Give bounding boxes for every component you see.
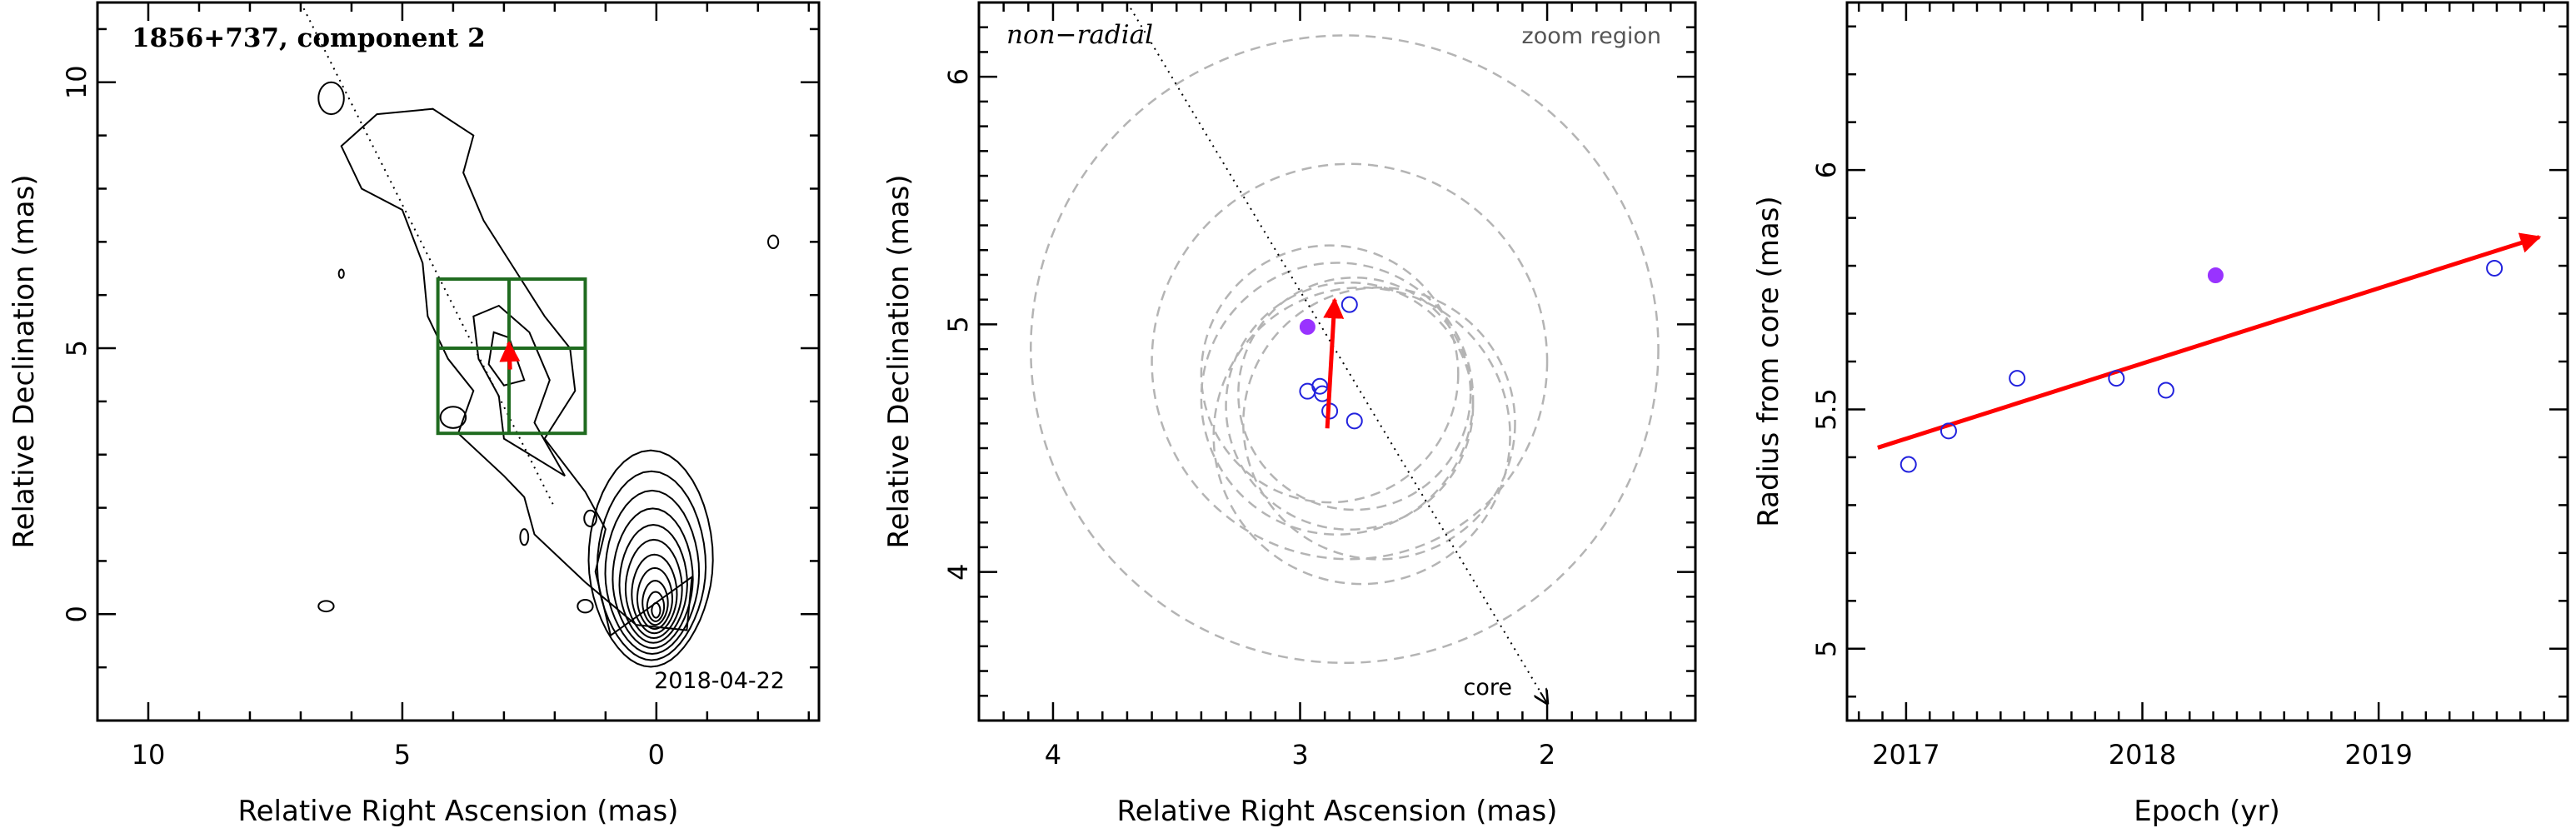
x-axis-label: Epoch (yr) xyxy=(2134,795,2280,828)
measured-point xyxy=(1340,296,1358,313)
measured-point xyxy=(1900,456,1917,473)
axis-ticks xyxy=(979,2,1695,721)
axis-ticks xyxy=(96,2,819,722)
error-circle xyxy=(1237,277,1472,511)
error-circle xyxy=(1200,244,1460,504)
x-tick-label: 2 xyxy=(1539,739,1555,771)
motion-vector-arrow xyxy=(1323,297,1345,429)
x-axis-label: Relative Right Ascension (mas) xyxy=(1117,795,1558,828)
error-circles xyxy=(1030,34,1660,665)
noise-contour xyxy=(519,528,530,546)
error-circle xyxy=(1212,286,1511,586)
x-tick-label: 10 xyxy=(132,739,166,771)
zoom-box-rect xyxy=(436,277,587,436)
y-tick-label: 4 xyxy=(942,563,974,580)
non-radial-label: non−radial xyxy=(1006,20,1153,50)
panel-zoom-region: 4 3 2 4 5 6 non−radial zoom region core Relat… xyxy=(882,1,1697,828)
trajectory-line xyxy=(300,2,556,509)
tick-labels: 2017 2018 2019 5 5.5 6 xyxy=(1810,162,2413,771)
x-tick-label: 5 xyxy=(394,739,411,771)
tick-labels: 10 5 0 0 5 10 xyxy=(61,65,665,771)
y-tick-label: 6 xyxy=(942,68,974,85)
y-axis-label: Relative Declination (mas) xyxy=(882,174,916,548)
error-circle xyxy=(1200,262,1475,536)
zoom-region-label: zoom region xyxy=(1522,23,1661,49)
core-label: core xyxy=(1464,675,1512,701)
core-contour xyxy=(646,591,666,622)
motion-vector-arrow xyxy=(499,341,521,370)
x-tick-label: 0 xyxy=(648,739,665,771)
noise-contour xyxy=(767,234,780,249)
core-contour xyxy=(587,449,714,668)
x-tick-label: 2018 xyxy=(2109,739,2176,771)
measured-point xyxy=(2108,370,2125,387)
core-contour xyxy=(631,553,678,635)
measured-point xyxy=(1311,377,1329,395)
core-contour xyxy=(612,507,694,650)
plot-frame xyxy=(1845,1,2569,722)
core-contour xyxy=(618,523,688,644)
measured-point xyxy=(2157,382,2174,399)
panel-contour-map: 10 5 0 0 5 10 1856+737, component 2 2018-04-2… xyxy=(7,1,821,828)
highlight-point xyxy=(1299,318,1315,335)
y-tick-label: 5 xyxy=(61,340,92,357)
error-circle xyxy=(1225,281,1475,531)
panel-radius-vs-epoch: 2017 2018 2019 5 5.5 6 Epoch (yr) Radius from… xyxy=(1752,1,2569,828)
measured-point xyxy=(2486,259,2504,277)
x-axis-label: Relative Right Ascension (mas) xyxy=(238,795,679,828)
measured-point xyxy=(1939,422,1957,440)
axis-ticks xyxy=(1847,2,2568,721)
trajectory-line xyxy=(1126,2,1548,704)
noise-contour xyxy=(577,599,594,614)
tick-labels: 4 3 2 4 5 6 xyxy=(942,68,1555,771)
measured-point xyxy=(1345,412,1363,430)
y-axis-label: Radius from core (mas) xyxy=(1752,196,1785,526)
jet-inner-contour xyxy=(472,304,566,477)
measured-point xyxy=(2009,370,2026,387)
y-tick-label: 5.5 xyxy=(1810,388,1842,431)
noise-contour xyxy=(317,81,345,116)
highlight-point xyxy=(2207,267,2224,284)
core-contour xyxy=(596,470,707,661)
radius-points xyxy=(1900,259,2504,473)
error-circle xyxy=(1151,162,1549,561)
core-contour xyxy=(624,538,683,640)
x-tick-label: 2017 xyxy=(1872,739,1939,771)
y-tick-label: 5 xyxy=(942,316,974,332)
error-circle xyxy=(1030,34,1660,665)
y-tick-label: 6 xyxy=(1810,162,1842,178)
core-contour xyxy=(642,580,669,626)
core-contour xyxy=(604,489,701,656)
plot-frame xyxy=(96,1,821,722)
error-circle xyxy=(1242,286,1516,561)
noise-contour xyxy=(583,509,597,527)
y-tick-label: 10 xyxy=(61,65,92,99)
fit-arrow xyxy=(1877,232,2542,450)
epoch-date-label: 2018-04-22 xyxy=(654,668,785,694)
noise-contour xyxy=(317,600,335,613)
y-tick-label: 0 xyxy=(61,606,92,622)
contour-map xyxy=(317,81,780,668)
x-tick-label: 4 xyxy=(1045,739,1061,771)
y-axis-label: Relative Declination (mas) xyxy=(7,174,41,548)
y-tick-label: 5 xyxy=(1810,641,1842,657)
source-title: 1856+737, component 2 xyxy=(132,23,486,53)
x-tick-label: 2019 xyxy=(2344,739,2412,771)
plot-frame xyxy=(977,1,1697,722)
position-points xyxy=(1299,296,1363,430)
noise-contour xyxy=(337,268,345,279)
noise-contour xyxy=(439,406,467,429)
jet-contour xyxy=(340,107,693,637)
x-tick-label: 3 xyxy=(1291,739,1308,771)
core-direction-arrowhead xyxy=(1540,692,1547,703)
knot-contour xyxy=(487,331,526,387)
